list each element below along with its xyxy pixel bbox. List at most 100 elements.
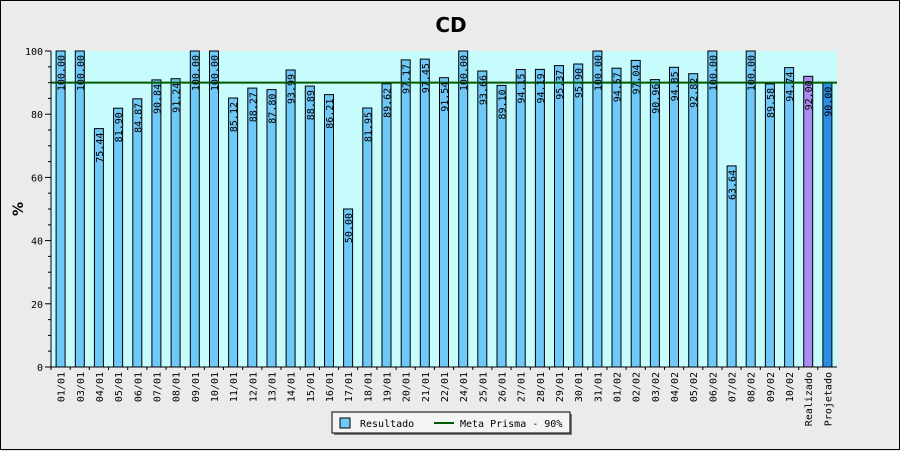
x-tick-label-09/01: 09/01	[191, 372, 202, 402]
bar-08/02	[745, 50, 756, 368]
data-label-11/01: 85.12	[229, 102, 240, 132]
x-tick-label-Projetado: Projetado	[823, 372, 834, 426]
x-tick-label-30/01: 30/01	[574, 372, 585, 402]
x-tick-label-09/02: 09/02	[766, 372, 777, 402]
bar-19/01	[381, 83, 392, 368]
bar-14/01	[285, 69, 296, 368]
data-label-09/01: 100.00	[191, 55, 202, 91]
bar-03/02	[649, 79, 660, 368]
data-label-16/01: 86.21	[325, 99, 336, 129]
data-label-27/01: 94.15	[517, 74, 528, 104]
x-tick-label-01/01: 01/01	[57, 372, 68, 402]
bar-13/01	[266, 89, 277, 368]
bar-05/01	[113, 107, 124, 368]
x-tick-label-25/01: 25/01	[478, 372, 489, 402]
bar-21/01	[419, 58, 430, 368]
x-tick-label-06/01: 06/01	[133, 372, 144, 402]
bar-25/01	[477, 70, 488, 368]
x-tick-label-03/02: 03/02	[651, 372, 662, 402]
bar-15/01	[304, 85, 315, 368]
y-tick-label-80: 80	[31, 110, 43, 121]
bar-05/02	[688, 73, 699, 368]
x-tick-label-04/01: 04/01	[95, 372, 106, 402]
bar-07/01	[151, 79, 162, 368]
x-tick-label-02/02: 02/02	[632, 372, 643, 402]
y-tick-label-40: 40	[31, 237, 43, 248]
bar-27/01	[515, 69, 526, 368]
bar-31/01	[592, 50, 603, 368]
bar-01/02	[611, 67, 622, 368]
bar-30/01	[573, 63, 584, 368]
data-label-06/01: 84.87	[133, 103, 144, 133]
x-tick-label-08/02: 08/02	[747, 372, 758, 402]
data-label-26/01: 89.10	[498, 89, 509, 119]
data-label-22/01: 91.54	[440, 82, 451, 112]
legend-swatch-resultado	[339, 417, 351, 429]
data-label-25/01: 93.66	[478, 75, 489, 105]
x-tick-label-05/02: 05/02	[689, 372, 700, 402]
data-label-31/01: 100.00	[593, 55, 604, 91]
x-tick-label-03/01: 03/01	[76, 372, 87, 402]
bar-09/02	[764, 83, 775, 368]
bar-29/01	[554, 65, 564, 368]
data-label-10/02: 94.74	[785, 72, 796, 102]
bar-10/02	[784, 67, 795, 368]
data-label-05/02: 92.82	[689, 78, 700, 108]
x-tick-label-31/01: 31/01	[593, 372, 604, 402]
data-label-10/01: 100.00	[210, 55, 221, 91]
x-tick-label-13/01: 13/01	[268, 372, 279, 402]
x-tick-label-11/01: 11/01	[229, 372, 240, 402]
data-label-08/02: 100.00	[747, 55, 758, 91]
data-label-Realizado: 92.00	[804, 80, 815, 110]
x-tick-label-06/02: 06/02	[708, 372, 719, 402]
x-tick-label-01/02: 01/02	[613, 372, 624, 402]
x-tick-label-10/02: 10/02	[785, 372, 796, 402]
data-label-19/01: 89.62	[383, 88, 394, 118]
x-tick-label-07/01: 07/01	[152, 372, 163, 402]
y-axis-label: %	[11, 202, 27, 216]
bar-Realizado	[803, 75, 814, 368]
bar-02/02	[630, 59, 641, 368]
data-label-03/02: 90.96	[651, 84, 662, 114]
x-tick-label-04/02: 04/02	[670, 372, 681, 402]
bar-26/01	[496, 84, 507, 368]
bar-12/01	[247, 87, 258, 368]
bar-10/01	[209, 50, 219, 368]
legend-label-resultado: Resultado	[360, 419, 414, 430]
chart-title: CD	[435, 13, 466, 37]
data-label-30/01: 95.90	[574, 68, 585, 98]
data-label-05/01: 81.90	[114, 112, 125, 142]
bar-20/01	[400, 59, 411, 368]
labels-layer: 100.00 01/01 100.00 03/01 75.44 04/01 81.90 05/…	[25, 47, 834, 426]
x-tick-label-19/01: 19/01	[383, 372, 394, 402]
x-tick-label-21/01: 21/01	[421, 372, 432, 402]
legend: Resultado Meta Prisma - 90%	[331, 411, 572, 435]
y-tick-label-0: 0	[37, 363, 43, 374]
data-label-15/01: 88.89	[306, 90, 317, 120]
bar-04/01	[93, 128, 104, 368]
data-label-17/01: 50.00	[344, 213, 355, 243]
x-tick-label-07/02: 07/02	[728, 372, 739, 402]
x-tick-label-22/01: 22/01	[440, 372, 451, 402]
bar-01/01	[55, 50, 66, 368]
legend-label-meta: Meta Prisma - 90%	[460, 419, 562, 430]
x-tick-label-24/01: 24/01	[459, 372, 470, 402]
data-label-18/01: 81.95	[363, 112, 374, 142]
x-tick-label-10/01: 10/01	[210, 372, 221, 402]
data-label-29/01: 95.37	[555, 70, 566, 100]
bar-11/01	[228, 97, 239, 368]
bar-18/01	[362, 107, 373, 368]
bar-28/01	[534, 68, 545, 368]
data-label-Projetado: 90.00	[823, 87, 834, 117]
x-tick-label-16/01: 16/01	[325, 372, 336, 402]
data-label-06/02: 100.00	[708, 55, 719, 91]
bar-09/01	[189, 50, 200, 368]
bar-Projetado	[822, 82, 833, 368]
data-label-14/01: 93.99	[287, 74, 298, 104]
data-label-21/01: 97.45	[421, 63, 432, 93]
data-label-07/02: 63.64	[728, 170, 739, 200]
x-tick-label-28/01: 28/01	[536, 372, 547, 402]
data-label-07/01: 90.84	[152, 84, 163, 114]
